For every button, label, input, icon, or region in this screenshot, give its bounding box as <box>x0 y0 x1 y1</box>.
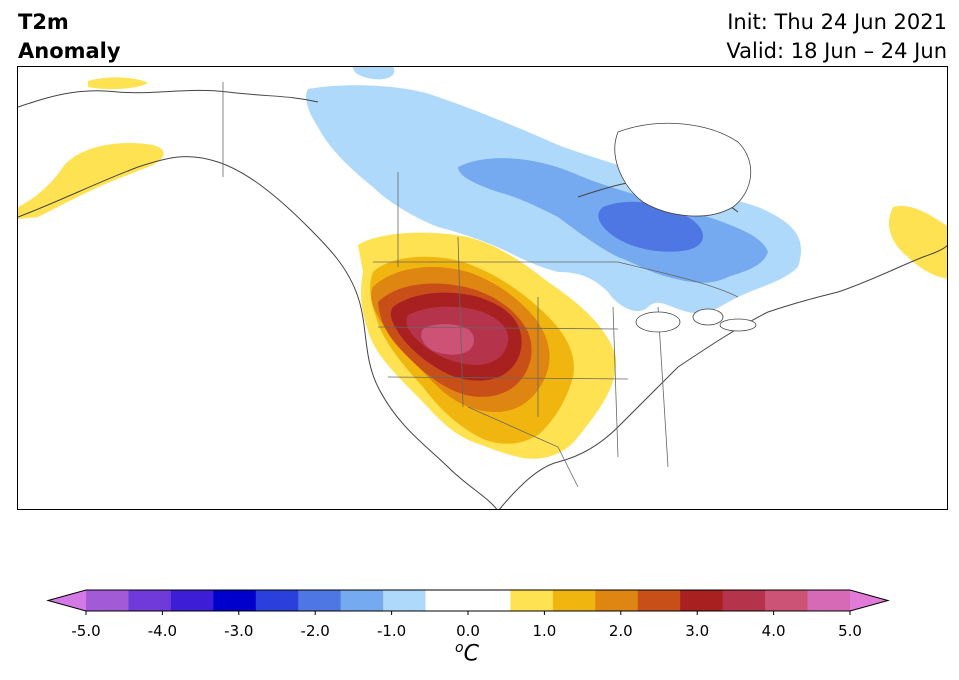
colorbar-segment <box>807 590 851 611</box>
colorbar-segment <box>86 590 129 611</box>
colorbar-tick-label: -1.0 <box>376 622 407 640</box>
colorbar-segment <box>255 590 299 611</box>
colorbar-tick-label: -4.0 <box>147 622 178 640</box>
great-lakes <box>635 308 757 333</box>
hudson-bay <box>614 122 752 217</box>
map-title: T2m <box>18 10 69 34</box>
warm-anomaly-alaska <box>18 143 164 219</box>
colorbar-segment <box>468 590 511 611</box>
colorbar-segment <box>722 590 766 611</box>
colorbar <box>46 589 890 615</box>
date-block: Init: Thu 24 Jun 2021 Valid: 18 Jun – 24… <box>726 8 947 66</box>
colorbar-segment <box>383 590 427 611</box>
colorbar-tick-label: 4.0 <box>761 622 786 640</box>
cold-anomaly-west <box>353 67 395 80</box>
valid-range: Valid: 18 Jun – 24 Jun <box>726 39 947 63</box>
map-panel <box>17 66 948 510</box>
colorbar-tick-label: 0.0 <box>456 622 480 640</box>
colorbar-extend-high <box>850 590 888 611</box>
colorbar-tick-label: -2.0 <box>300 622 330 640</box>
colorbar-segment <box>298 590 342 611</box>
warm-anomaly-alaska-north <box>88 77 148 90</box>
colorbar-segment <box>510 590 554 611</box>
colorbar-tick-label: 3.0 <box>685 622 710 640</box>
colorbar-tick-label: 5.0 <box>838 622 862 640</box>
colorbar-segment <box>637 590 681 611</box>
anomaly-map <box>18 67 947 509</box>
colorbar-segment <box>425 590 469 611</box>
colorbar-segment <box>340 590 384 611</box>
colorbar-segment <box>213 590 257 611</box>
colorbar-tick-label: -5.0 <box>71 622 101 640</box>
colorbar-tick-label: 1.0 <box>532 622 557 640</box>
title-block: T2m Anomaly <box>18 8 121 66</box>
colorbar-segment <box>552 590 596 611</box>
colorbar-unit: oC <box>455 640 479 666</box>
colorbar-segment <box>595 590 639 611</box>
warm-anomaly-newfoundland <box>889 206 947 279</box>
unit-base: C <box>463 641 479 667</box>
colorbar-extend-low <box>48 590 86 611</box>
init-date: Init: Thu 24 Jun 2021 <box>727 10 947 34</box>
colorbar-segment <box>680 590 724 611</box>
colorbar-tick-label: 2.0 <box>608 622 633 640</box>
map-subtitle: Anomaly <box>18 39 121 63</box>
colorbar-segment <box>170 590 214 611</box>
colorbar-segment <box>128 590 172 611</box>
political-borders <box>222 82 739 488</box>
colorbar-segment <box>765 590 809 611</box>
unit-superscript: o <box>455 640 464 656</box>
colorbar-tick-label: -3.0 <box>224 622 254 640</box>
